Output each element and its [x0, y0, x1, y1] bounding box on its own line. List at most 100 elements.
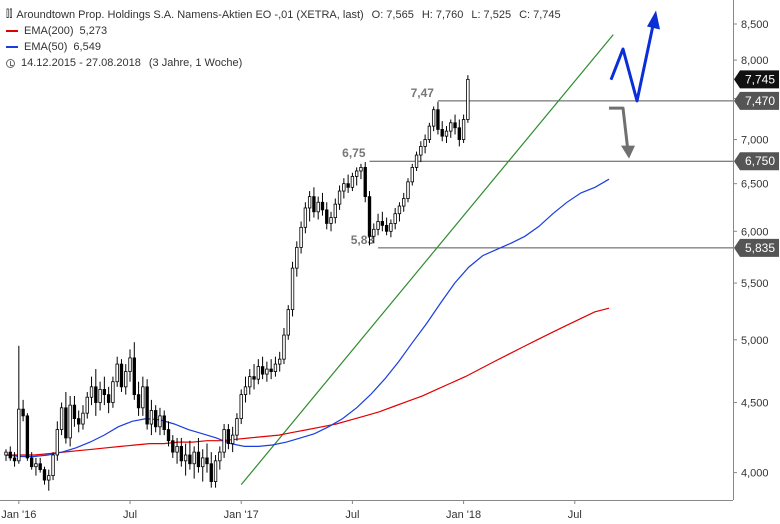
candle	[230, 426, 235, 453]
candle-body	[342, 183, 346, 192]
support-price-tag: 7,470	[734, 91, 779, 110]
candle	[363, 162, 367, 203]
candle	[427, 122, 432, 143]
candle	[145, 379, 149, 430]
candle	[282, 328, 286, 365]
y-tick-label: 7,000	[741, 135, 769, 147]
candle	[17, 345, 21, 464]
candle	[222, 424, 226, 458]
candle-body	[376, 221, 380, 230]
price-tag-text: 6,750	[745, 154, 775, 168]
candle	[8, 446, 12, 461]
candle	[278, 351, 282, 372]
candle	[154, 405, 158, 433]
candle-body	[8, 451, 12, 459]
bullish-arrow-path	[609, 20, 656, 103]
candle	[188, 440, 192, 470]
candle-body	[282, 334, 286, 360]
candle-body	[205, 457, 209, 465]
candle-body	[42, 469, 47, 481]
high-value: 7,760	[435, 9, 464, 21]
candle-body	[106, 394, 111, 403]
candle-body	[209, 463, 213, 482]
x-tick-label: Jan '17	[224, 509, 259, 521]
candle-body	[72, 404, 77, 419]
candle	[466, 75, 470, 123]
candle-body	[329, 217, 333, 224]
candle-body	[372, 228, 376, 237]
chart-legend: ⫿⫿ Aroundtown Prop. Holdings S.A. Namens…	[6, 7, 561, 71]
candle-body	[29, 457, 34, 468]
candle	[252, 364, 256, 390]
candle	[440, 121, 444, 142]
candle	[414, 151, 419, 171]
candle-body	[410, 167, 414, 183]
price-tags-group: 6,750 5,835 7,470 7,745	[734, 70, 779, 257]
candle	[21, 399, 25, 422]
candle	[299, 221, 303, 254]
candle-body	[102, 389, 107, 396]
candle	[51, 452, 55, 481]
candle	[359, 163, 363, 180]
trendline	[240, 34, 614, 486]
candle	[166, 421, 171, 447]
candle	[235, 413, 239, 441]
candle	[449, 119, 453, 138]
candle	[25, 413, 30, 461]
candle-body	[111, 381, 115, 403]
candle-body	[269, 368, 273, 372]
clock-icon	[6, 58, 15, 68]
candle-body	[312, 196, 316, 213]
legend-ema50-row: EMA(50) 6,549	[6, 39, 561, 55]
open-value: 7,565	[386, 9, 414, 21]
candle-body	[145, 386, 149, 425]
x-tick-label: Jul	[123, 509, 137, 521]
candle-body	[389, 223, 393, 232]
candle	[183, 443, 188, 476]
candle	[303, 202, 308, 234]
instrument-title: Aroundtown Prop. Holdings S.A. Namens-Ak…	[16, 9, 364, 21]
candle-body	[252, 376, 256, 380]
candle-body	[461, 119, 466, 140]
candle	[389, 219, 393, 238]
price-tag-shape	[734, 238, 779, 257]
ema50-line	[5, 178, 610, 458]
candle-body	[350, 175, 355, 188]
x-tick-label: Jul	[345, 509, 359, 521]
candle-body	[325, 209, 329, 224]
candle	[239, 389, 243, 425]
candle	[406, 178, 410, 203]
candle	[111, 376, 115, 408]
candle-body	[449, 122, 453, 132]
candle	[384, 217, 389, 236]
candle-body	[21, 408, 25, 417]
date-range: 14.12.2015 - 27.08.2018	[21, 57, 141, 69]
open-label: O:	[371, 9, 384, 21]
candle-body	[183, 454, 188, 462]
legend-title-row: ⫿⫿ Aroundtown Prop. Holdings S.A. Namens…	[6, 7, 561, 23]
y-tick-label: 5,500	[741, 278, 769, 290]
candle	[119, 359, 124, 393]
trendline-group	[240, 34, 614, 486]
candle-body	[34, 463, 38, 468]
low-label: L:	[471, 9, 481, 21]
candle	[98, 381, 102, 411]
candle-body	[419, 146, 423, 156]
price-tag-shape	[734, 152, 779, 171]
candle	[273, 356, 278, 377]
candle-body	[278, 358, 282, 365]
candle-body	[226, 429, 231, 444]
candle	[38, 457, 42, 473]
candle	[265, 361, 269, 382]
candle	[290, 261, 295, 317]
candle	[68, 395, 72, 447]
candle-body	[59, 407, 64, 430]
candle-body	[466, 78, 470, 120]
price-tag-text: 7,470	[745, 94, 775, 108]
candle	[226, 424, 231, 450]
candle-body	[286, 309, 290, 336]
candle-body	[81, 412, 85, 425]
candle	[325, 202, 329, 230]
candle-body	[402, 198, 406, 207]
y-tick-label: 6,500	[741, 179, 769, 191]
